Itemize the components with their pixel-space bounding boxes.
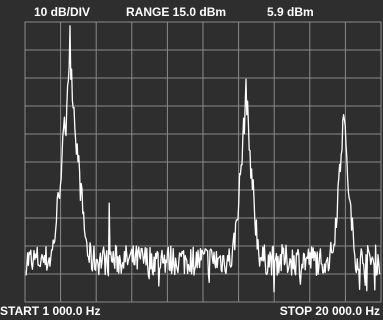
spectrum-trace [25,25,381,293]
trace-layer [25,25,381,293]
graticule [24,21,382,303]
status-bar: 10 dB/DIV RANGE 15.0 dBm 5.9 dBm [0,0,383,22]
marker-level-label: 5.9 dBm [267,5,314,19]
frequency-bar: START 1 000.0 Hz STOP 20 000.0 Hz [0,304,383,320]
start-frequency-label: START 1 000.0 Hz [0,304,101,318]
scale-label: 10 dB/DIV [34,5,91,19]
range-label: RANGE 15.0 dBm [126,5,227,19]
stop-frequency-label: STOP 20 000.0 Hz [279,304,380,318]
